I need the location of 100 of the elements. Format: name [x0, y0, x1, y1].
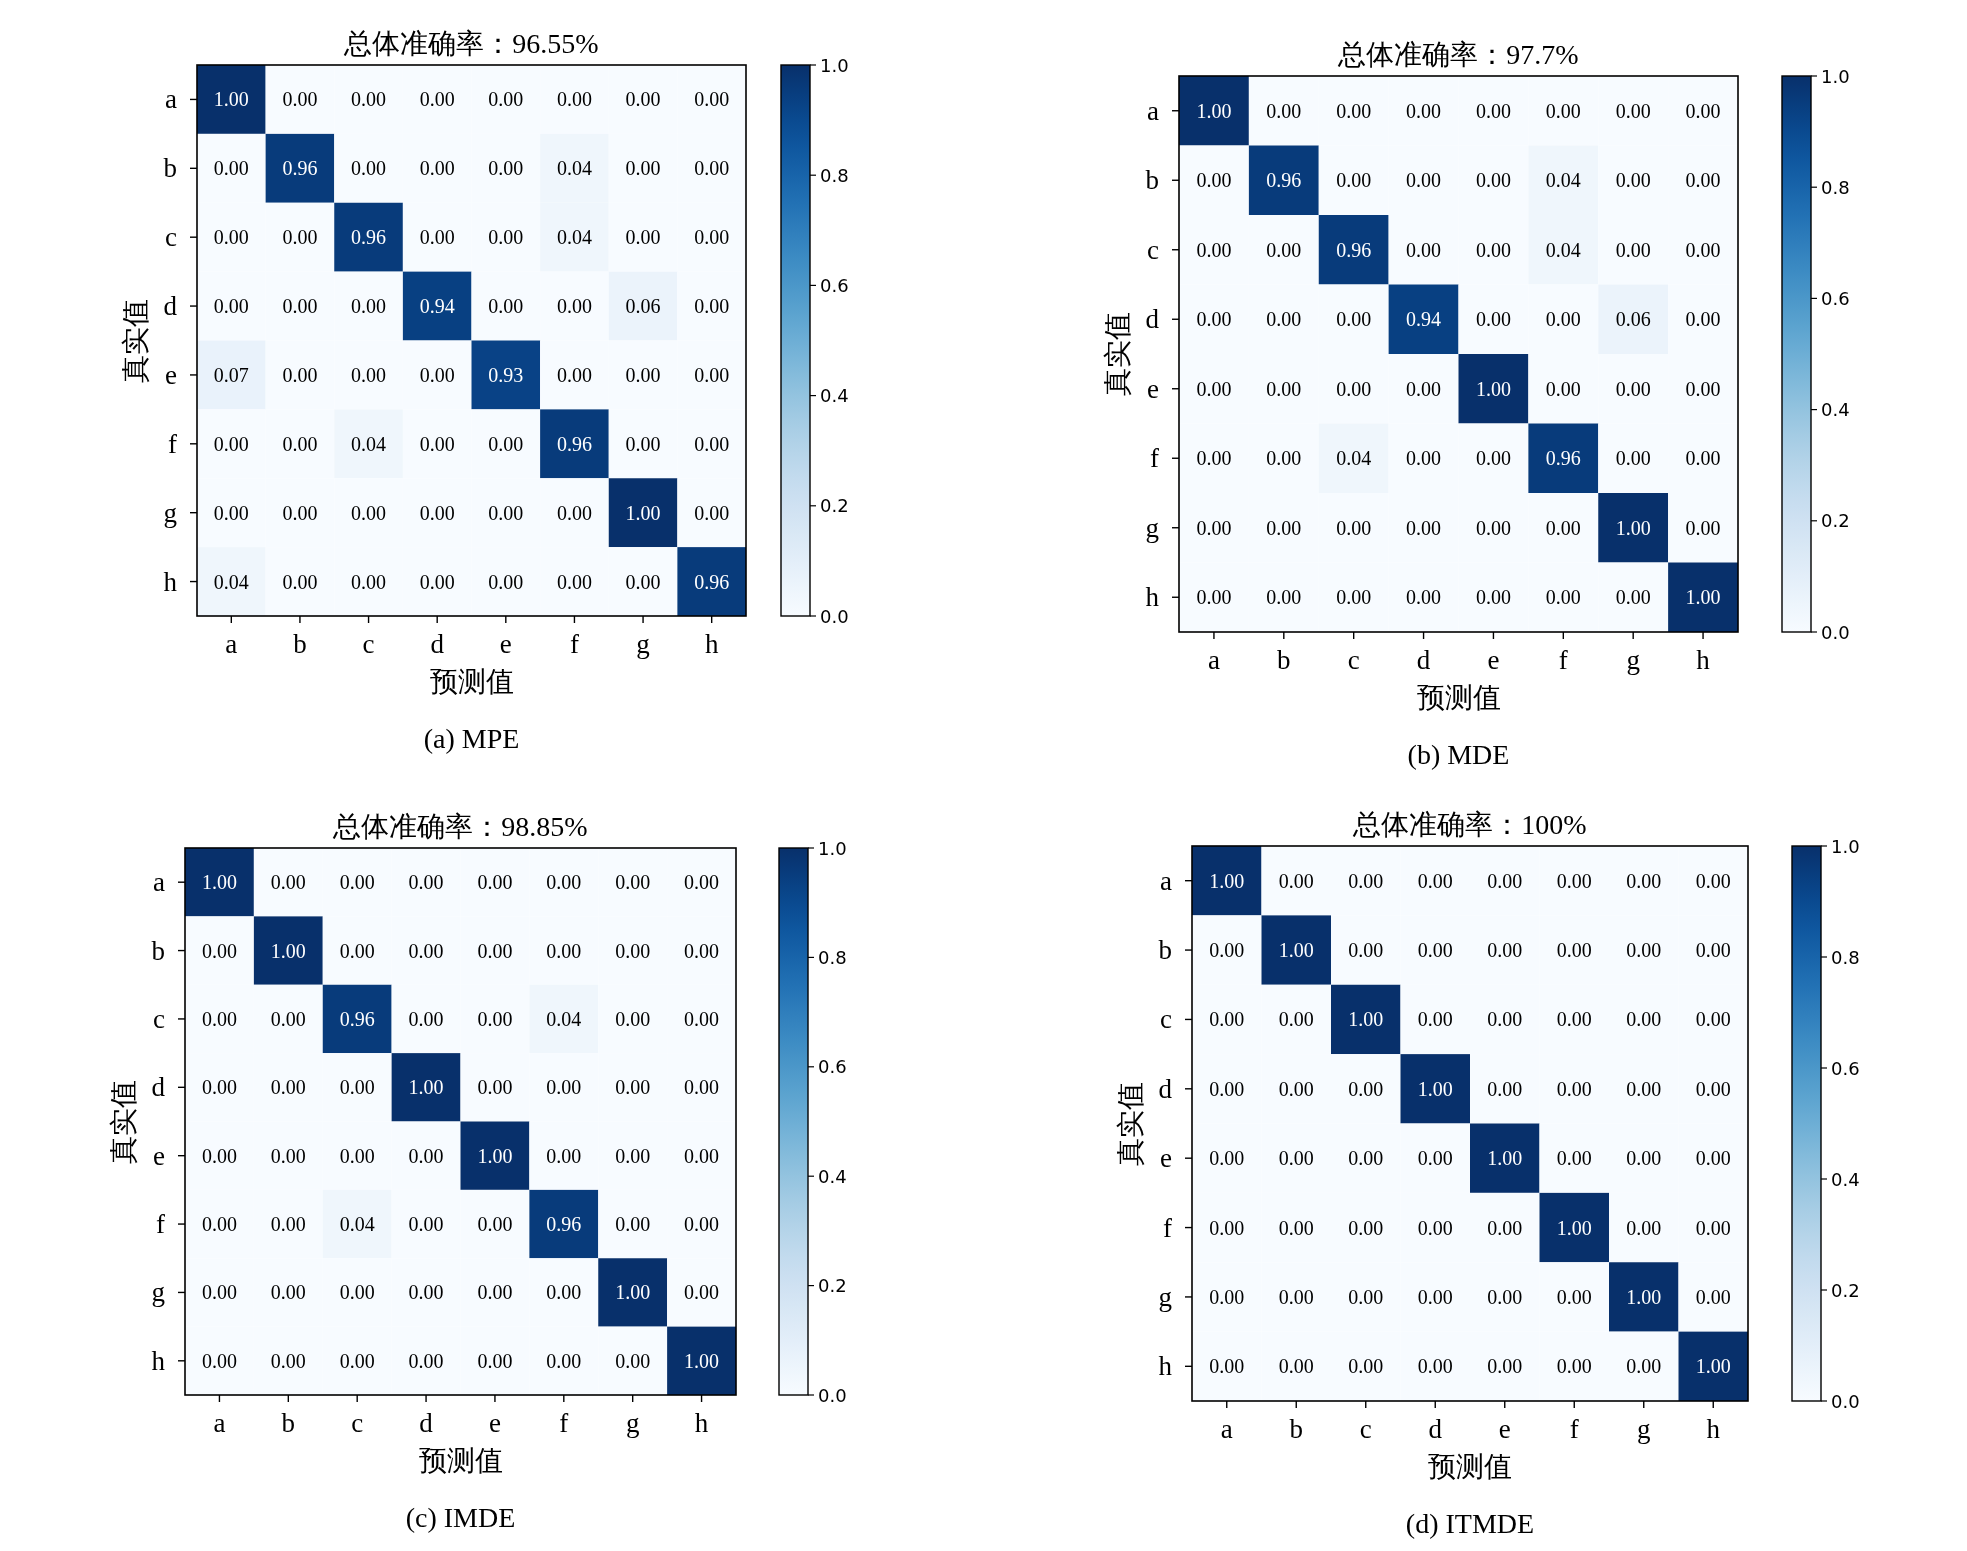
- x-tick-label: g: [1626, 645, 1640, 675]
- y-tick-label: e: [1147, 373, 1160, 404]
- data-label: 1.00: [1685, 586, 1721, 609]
- data-label: 0.00: [1209, 939, 1245, 962]
- color-bar-label: 0.8: [1821, 176, 1850, 198]
- data-label: 0.00: [201, 1076, 237, 1099]
- x-axis-title: 预测值: [418, 1445, 503, 1476]
- data-label: 0.00: [1406, 586, 1442, 609]
- data-label: 0.00: [1417, 1355, 1453, 1378]
- data-label: 1.00: [1626, 1285, 1662, 1308]
- data-label: 0.00: [419, 226, 455, 249]
- y-tick-label: a: [1147, 95, 1160, 126]
- data-label: 0.00: [213, 501, 249, 524]
- x-tick-label: a: [213, 1408, 226, 1438]
- data-label: 0.00: [339, 1076, 375, 1099]
- data-label: 1.00: [625, 501, 661, 524]
- data-label: 0.00: [1487, 1285, 1523, 1308]
- data-label: 0.00: [477, 871, 513, 894]
- data-label: 0.00: [270, 1281, 306, 1304]
- data-label: 0.00: [556, 295, 592, 318]
- data-label: 0.96: [556, 432, 592, 455]
- x-tick-label: b: [1277, 645, 1291, 675]
- text: (c) IMDE: [405, 1502, 516, 1533]
- data-label: 0.00: [488, 226, 524, 249]
- x-tick-label: d: [1416, 645, 1431, 675]
- data-label: 0.00: [270, 1213, 306, 1236]
- y-tick-label: d: [1158, 1073, 1173, 1104]
- x-tick-label: g: [636, 629, 650, 659]
- data-label: 0.00: [1266, 447, 1302, 470]
- data-label: 1.00: [408, 1076, 444, 1099]
- y-tick-label: h: [163, 566, 178, 597]
- data-label: 0.96: [1336, 238, 1372, 261]
- data-label: 0.00: [1348, 1355, 1384, 1378]
- data-label: 0.00: [1685, 99, 1721, 122]
- data-label: 0.00: [694, 363, 730, 386]
- data-label: 0.00: [1196, 169, 1232, 192]
- data-label: 0.00: [1417, 1285, 1453, 1308]
- y-tick-label: b: [151, 935, 165, 966]
- data-label: 0.00: [694, 501, 730, 524]
- color-bar-label: 0.6: [818, 1056, 847, 1078]
- data-label: 0.00: [1266, 99, 1302, 122]
- data-label: 0.96: [1266, 169, 1302, 192]
- data-label: 1.00: [201, 871, 237, 894]
- data-label: 0.00: [477, 1349, 513, 1372]
- data-label: 0.00: [1266, 586, 1302, 609]
- data-label: 0.00: [1196, 447, 1232, 470]
- data-label: 0.00: [1615, 169, 1651, 192]
- data-label: 0.00: [477, 1076, 513, 1099]
- data-label: 0.00: [684, 1213, 720, 1236]
- data-label: 0.00: [1406, 99, 1442, 122]
- y-tick-label: h: [151, 1345, 166, 1376]
- y-tick-label: b: [163, 153, 177, 184]
- y-tick-label: f: [168, 428, 177, 459]
- x-tick-label: h: [1706, 1414, 1721, 1444]
- data-label: 0.00: [1348, 1285, 1384, 1308]
- data-label: 0.00: [1209, 1216, 1245, 1239]
- data-label: 0.00: [1336, 586, 1372, 609]
- data-label: 0.00: [408, 1007, 444, 1030]
- data-label: 0.06: [1615, 308, 1651, 331]
- data-label: 0.00: [339, 871, 375, 894]
- data-label: 0.00: [1336, 308, 1372, 331]
- color-bar-label: 1.0: [1831, 835, 1860, 857]
- data-label: 0.00: [477, 1007, 513, 1030]
- data-label: 1.00: [1475, 377, 1511, 400]
- y-tick-label: g: [151, 1277, 165, 1308]
- data-label: 0.00: [625, 570, 661, 593]
- x-tick-label: b: [293, 629, 307, 659]
- y-tick-label: a: [165, 84, 178, 115]
- color-bar-label: 0.2: [820, 495, 849, 517]
- data-label: 0.00: [1348, 939, 1384, 962]
- data-label: 0.00: [1196, 377, 1232, 400]
- data-label: 0.00: [1475, 308, 1511, 331]
- data-label: 0.00: [488, 501, 524, 524]
- y-tick-label: c: [1160, 1004, 1173, 1035]
- data-label: 0.00: [282, 226, 318, 249]
- x-tick-label: e: [1487, 645, 1500, 675]
- color-bar-label: 0.8: [820, 164, 849, 186]
- text: (b) MDE: [1407, 739, 1510, 770]
- data-label: 0.96: [351, 226, 387, 249]
- data-label: 0.00: [1266, 308, 1302, 331]
- data-label: 0.00: [1626, 1008, 1662, 1031]
- data-label: 0.00: [546, 871, 582, 894]
- data-label: 0.00: [1278, 1216, 1314, 1239]
- y-tick-label: e: [1160, 1143, 1173, 1174]
- data-label: 0.00: [282, 295, 318, 318]
- x-tick-label: e: [488, 1408, 501, 1438]
- data-label: 0.00: [270, 1076, 306, 1099]
- data-label: 0.00: [1209, 1077, 1245, 1100]
- data-label: 0.00: [546, 1144, 582, 1167]
- data-label: 0.00: [615, 1144, 651, 1167]
- x-tick-label: c: [1347, 645, 1360, 675]
- data-label: 0.00: [419, 501, 455, 524]
- data-label: 0.00: [1685, 377, 1721, 400]
- data-label: 0.00: [477, 939, 513, 962]
- data-label: 0.00: [556, 363, 592, 386]
- data-label: 0.00: [1556, 1077, 1592, 1100]
- data-label: 0.00: [270, 1144, 306, 1167]
- data-label: 0.96: [282, 157, 318, 180]
- x-tick-label: b: [1289, 1414, 1303, 1444]
- y-axis-title: 真实值: [1101, 312, 1133, 396]
